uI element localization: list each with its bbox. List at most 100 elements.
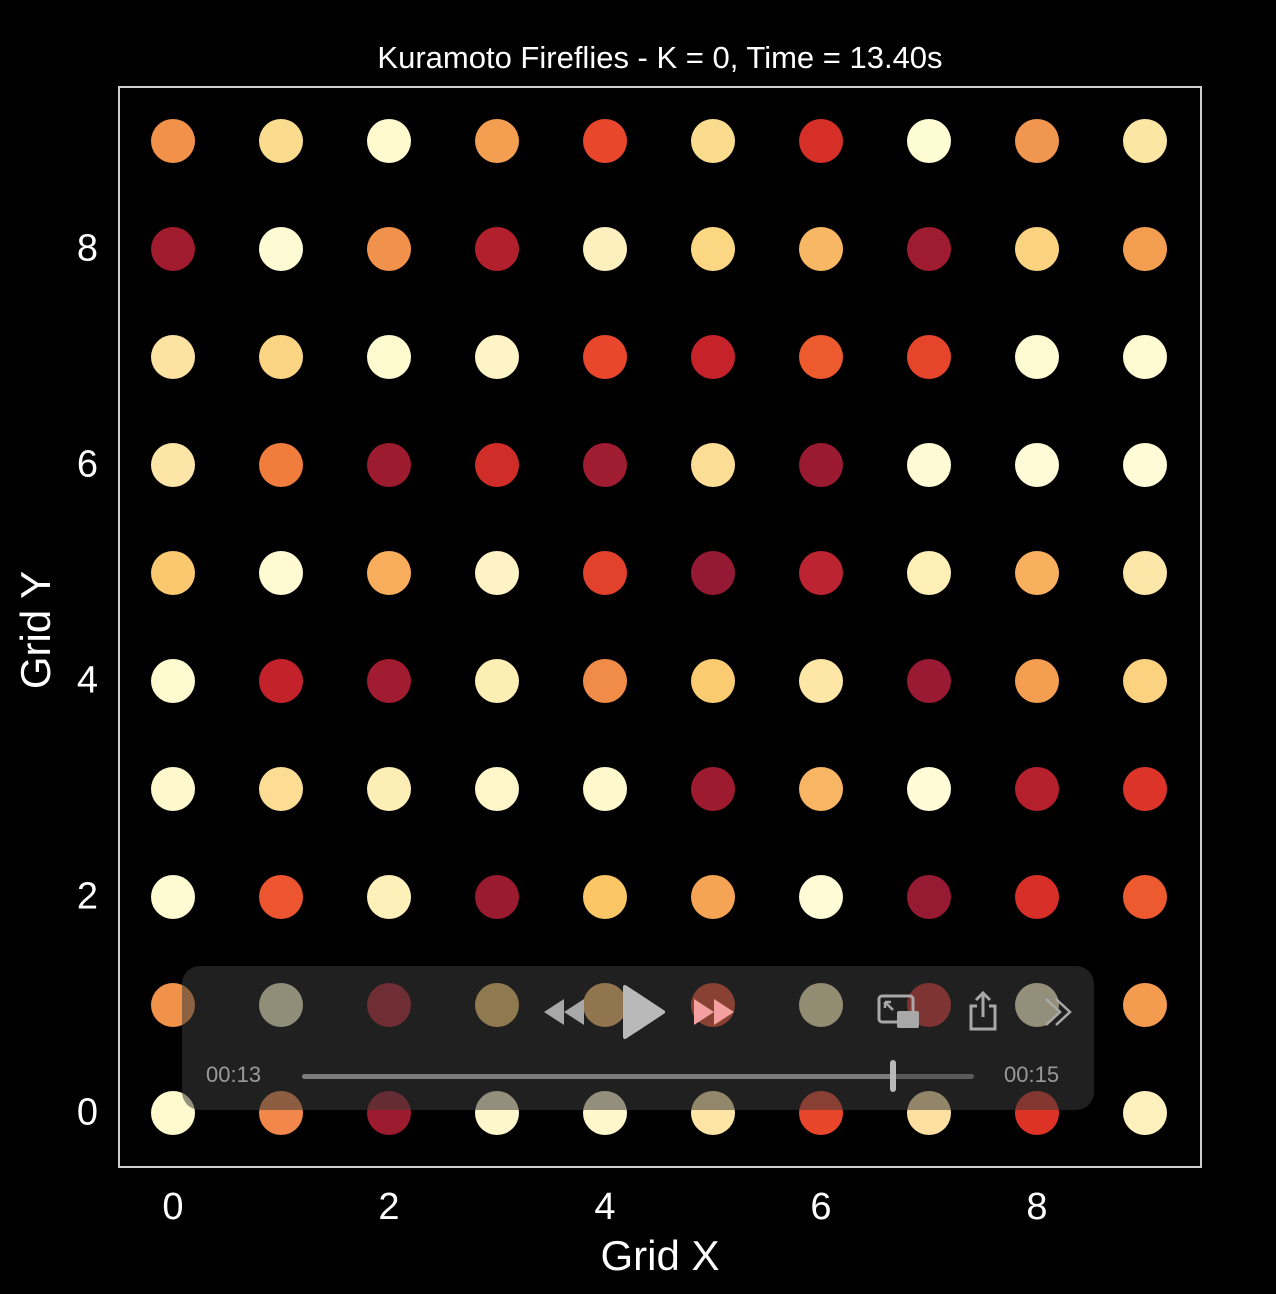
firefly-point [583, 551, 627, 595]
firefly-point [151, 767, 195, 811]
x-axis-label: Grid X [600, 1232, 720, 1279]
more-button[interactable] [1034, 988, 1080, 1036]
firefly-point [475, 119, 519, 163]
x-tick-label: 4 [594, 1186, 616, 1228]
firefly-point [151, 119, 195, 163]
firefly-point [583, 659, 627, 703]
firefly-point [1123, 767, 1167, 811]
firefly-point [691, 875, 735, 919]
firefly-point [1015, 443, 1059, 487]
firefly-point [259, 335, 303, 379]
firefly-point [583, 335, 627, 379]
rewind-button[interactable] [534, 988, 594, 1036]
firefly-point [799, 119, 843, 163]
firefly-point [367, 119, 411, 163]
firefly-point [1123, 227, 1167, 271]
firefly-point [907, 119, 951, 163]
firefly-point [907, 551, 951, 595]
firefly-point [799, 335, 843, 379]
firefly-point [691, 119, 735, 163]
firefly-point [1015, 551, 1059, 595]
firefly-point [1123, 443, 1167, 487]
firefly-point [259, 119, 303, 163]
x-tick-label: 2 [378, 1186, 400, 1228]
share-button[interactable] [958, 986, 1008, 1036]
firefly-point [907, 659, 951, 703]
firefly-point [367, 875, 411, 919]
firefly-point [691, 227, 735, 271]
firefly-point [259, 875, 303, 919]
firefly-point [1123, 875, 1167, 919]
firefly-point [1123, 551, 1167, 595]
chart-title: Kuramoto Fireflies - K = 0, Time = 13.40… [377, 40, 943, 75]
plot-area [118, 86, 1202, 1168]
firefly-point [259, 227, 303, 271]
fast-forward-icon [694, 999, 734, 1025]
play-icon [623, 985, 665, 1039]
firefly-point [799, 551, 843, 595]
y-tick-label: 6 [76, 443, 98, 486]
share-icon [969, 990, 997, 1031]
firefly-point [259, 551, 303, 595]
firefly-point [907, 767, 951, 811]
firefly-point [1015, 875, 1059, 919]
y-axis-label: Grid Y [12, 570, 59, 690]
firefly-point [475, 875, 519, 919]
firefly-point [151, 875, 195, 919]
firefly-point [1015, 227, 1059, 271]
total-time: 00:15 [1004, 1062, 1060, 1087]
rewind-icon [544, 999, 584, 1025]
firefly-point [907, 227, 951, 271]
firefly-point [475, 551, 519, 595]
firefly-point [691, 767, 735, 811]
elapsed-time: 00:13 [206, 1062, 262, 1087]
firefly-point [1123, 983, 1167, 1027]
firefly-point [151, 1091, 195, 1135]
firefly-point [475, 767, 519, 811]
firefly-point [259, 443, 303, 487]
firefly-point [259, 659, 303, 703]
firefly-point [151, 659, 195, 703]
video-controls: 00:13 00:15 [182, 966, 1094, 1110]
firefly-point [1123, 1091, 1167, 1135]
progress-track[interactable] [302, 1060, 974, 1092]
firefly-point [1015, 335, 1059, 379]
firefly-point [259, 767, 303, 811]
firefly-point [1123, 335, 1167, 379]
firefly-point [799, 443, 843, 487]
fast-forward-button[interactable] [684, 988, 744, 1036]
x-tick-label: 6 [810, 1186, 832, 1228]
firefly-point [367, 443, 411, 487]
y-tick-label: 4 [76, 659, 98, 702]
firefly-point [1015, 767, 1059, 811]
firefly-point [583, 443, 627, 487]
firefly-point [907, 335, 951, 379]
firefly-point [799, 875, 843, 919]
firefly-point [475, 659, 519, 703]
firefly-point [1015, 119, 1059, 163]
firefly-point [367, 227, 411, 271]
picture-in-picture-button[interactable] [874, 988, 926, 1036]
scrubber-handle[interactable] [890, 1060, 897, 1092]
firefly-point [151, 335, 195, 379]
firefly-point [907, 443, 951, 487]
firefly-point [151, 443, 195, 487]
firefly-point [583, 767, 627, 811]
firefly-point [799, 227, 843, 271]
y-tick-label: 2 [76, 875, 98, 918]
firefly-point [367, 551, 411, 595]
firefly-point [151, 227, 195, 271]
firefly-point [583, 227, 627, 271]
firefly-point [583, 119, 627, 163]
firefly-point [475, 335, 519, 379]
firefly-point [475, 227, 519, 271]
firefly-point [1123, 119, 1167, 163]
firefly-point [691, 335, 735, 379]
firefly-point [367, 767, 411, 811]
firefly-point [367, 335, 411, 379]
picture-in-picture-icon [877, 994, 919, 1028]
play-button[interactable] [606, 978, 676, 1046]
y-tick-label: 0 [76, 1091, 98, 1134]
firefly-point [151, 551, 195, 595]
